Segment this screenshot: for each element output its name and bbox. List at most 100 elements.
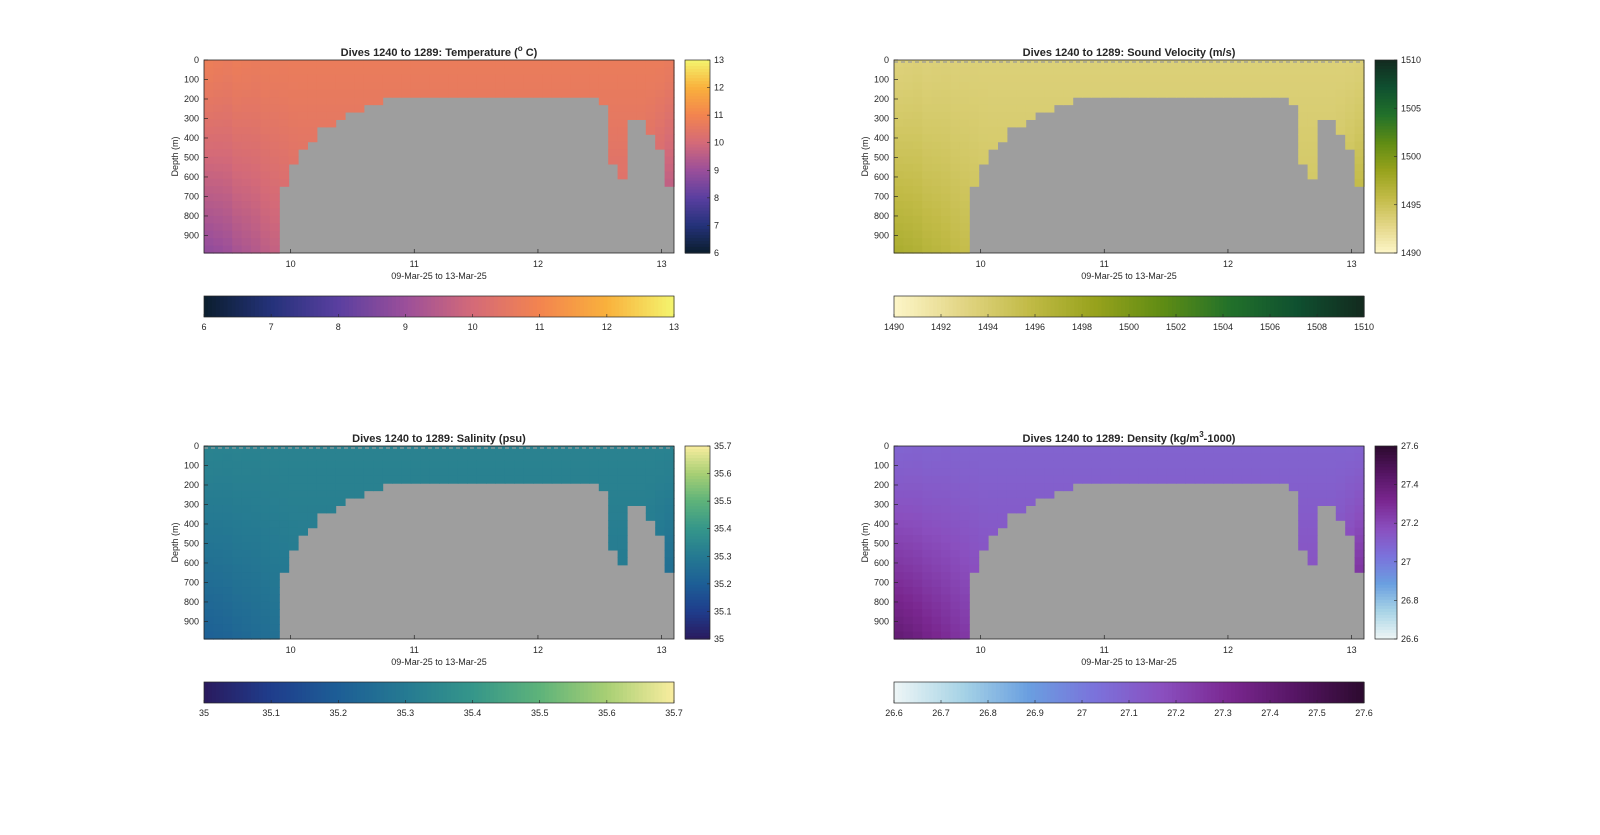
colorbar-swatch <box>1375 530 1397 535</box>
heatmap-cell <box>664 475 675 484</box>
heatmap-cell <box>636 74 647 83</box>
heatmap-cell <box>988 475 998 484</box>
colorbar-swatch <box>642 682 648 703</box>
heatmap-cell <box>969 74 980 83</box>
colorbar-swatch <box>1375 608 1397 613</box>
heatmap-cell <box>354 67 365 76</box>
colorbar-swatch <box>1375 506 1397 510</box>
heatmap-cell <box>1307 126 1318 135</box>
heatmap-cell <box>608 490 619 499</box>
heatmap-cell <box>420 60 431 69</box>
heatmap-cell <box>1317 497 1327 506</box>
colorbar-swatch <box>1375 153 1397 158</box>
colorbar-tick-label: 1495 <box>1401 200 1421 210</box>
heatmap-cell <box>1335 497 1346 506</box>
colorbar-swatch <box>243 296 248 317</box>
colorbar-swatch <box>1281 682 1287 703</box>
heatmap-cell <box>241 156 252 165</box>
colorbar-swatch <box>1101 296 1107 317</box>
heatmap-cell <box>326 60 337 69</box>
heatmap-cell <box>1335 82 1346 91</box>
colorbar-swatch <box>564 682 569 703</box>
colorbar-swatch <box>685 458 710 462</box>
heatmap-cell <box>950 82 961 91</box>
heatmap-cell <box>598 453 609 462</box>
colorbar-tick-label: 1494 <box>978 322 998 332</box>
heatmap-cell <box>1279 60 1290 69</box>
colorbar-swatch <box>685 183 710 188</box>
heatmap-cell <box>912 497 923 506</box>
heatmap-cell <box>307 490 318 499</box>
heatmap-cell <box>1270 60 1280 69</box>
heatmap-cell <box>476 468 487 477</box>
colorbar-swatch <box>685 87 710 91</box>
heatmap-cell <box>1119 446 1130 455</box>
heatmap-cell <box>232 542 243 551</box>
heatmap-cell <box>241 193 252 202</box>
colorbar-swatch <box>956 296 962 317</box>
heatmap-cell <box>241 82 252 91</box>
heatmap-cell <box>922 616 933 625</box>
heatmap-cell <box>307 446 318 455</box>
colorbar-swatch <box>944 682 950 703</box>
heatmap-cell <box>1354 119 1365 128</box>
heatmap-cell <box>959 74 970 83</box>
heatmap-cell <box>1326 468 1337 477</box>
heatmap-cell <box>307 520 318 529</box>
colorbar-swatch <box>356 682 362 703</box>
heatmap-cell <box>627 60 637 69</box>
heatmap-cell <box>969 97 980 106</box>
heatmap-cell <box>213 616 224 625</box>
heatmap-cell <box>1298 82 1309 91</box>
heatmap-cell <box>1006 460 1017 469</box>
heatmap-cell <box>251 215 261 224</box>
heatmap-cell <box>931 111 942 120</box>
heatmap-cell <box>279 557 290 566</box>
colorbar-swatch <box>685 207 710 212</box>
colorbar-swatch <box>1129 296 1134 317</box>
heatmap-cell <box>1204 468 1215 477</box>
heatmap-cell <box>1298 527 1309 536</box>
heatmap-cell <box>1006 468 1017 477</box>
colorbar-swatch <box>1183 682 1189 703</box>
heatmap-cell <box>1053 446 1064 455</box>
y-tick-label: 400 <box>874 519 889 529</box>
colorbar-swatch <box>392 296 397 317</box>
heatmap-cell <box>1232 460 1243 469</box>
heatmap-cell <box>894 193 904 202</box>
heatmap-cell <box>335 453 346 462</box>
heatmap-cell <box>1345 453 1356 462</box>
heatmap-cell <box>335 97 346 106</box>
heatmap-cell <box>1025 111 1036 120</box>
heatmap-cell <box>988 468 998 477</box>
heatmap-cell <box>959 609 970 618</box>
colorbar-swatch <box>1074 296 1079 317</box>
colorbar-swatch <box>1203 296 1208 317</box>
heatmap-cell <box>533 460 543 469</box>
heatmap-cell <box>950 535 961 544</box>
colorbar-swatch <box>1019 296 1024 317</box>
heatmap-cell <box>222 475 233 484</box>
heatmap-cell <box>978 111 989 120</box>
heatmap-cell <box>232 141 243 150</box>
heatmap-cell <box>931 594 942 603</box>
heatmap-cell <box>241 579 252 588</box>
heatmap-cell <box>645 460 656 469</box>
heatmap-cell <box>251 535 261 544</box>
heatmap-cell <box>922 171 933 180</box>
heatmap-cell <box>1307 453 1318 462</box>
heatmap-cell <box>1345 126 1356 135</box>
heatmap-cell <box>655 126 666 135</box>
heatmap-cell <box>894 111 904 120</box>
heatmap-cell <box>617 171 628 180</box>
heatmap-cell <box>1006 119 1017 128</box>
colorbar-swatch <box>988 682 993 703</box>
heatmap-cell <box>1270 468 1280 477</box>
heatmap-cell <box>260 624 271 633</box>
heatmap-cell <box>241 594 252 603</box>
colorbar-swatch <box>325 296 330 317</box>
heatmap-cell <box>922 549 933 558</box>
heatmap-cell <box>354 475 365 484</box>
colorbar-swatch <box>517 682 522 703</box>
heatmap-cell <box>561 67 572 76</box>
